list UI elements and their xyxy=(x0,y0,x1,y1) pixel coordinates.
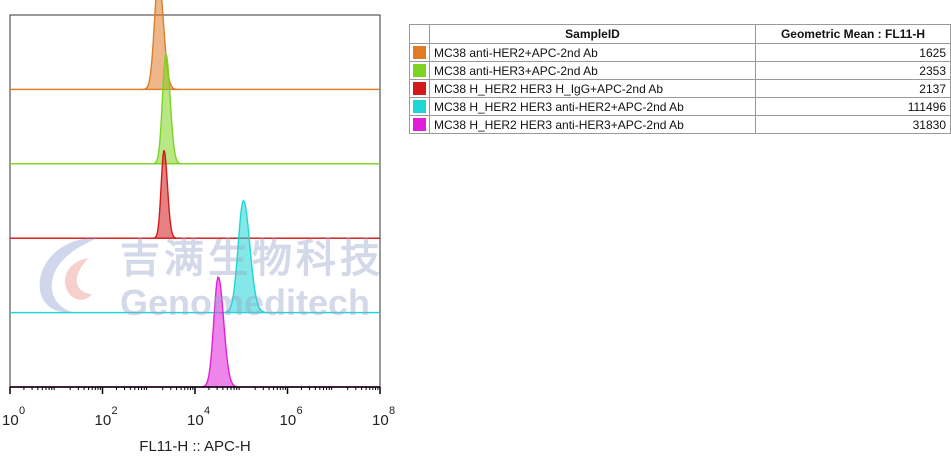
color-swatch xyxy=(409,61,430,80)
x-tick-label: 10 xyxy=(372,412,389,429)
color-swatch xyxy=(409,97,430,116)
x-tick-exponent: 4 xyxy=(204,405,210,417)
table-row: MC38 H_HER2 HER3 anti-HER2+APC-2nd Ab 111… xyxy=(409,97,951,116)
watermark-logo-icon xyxy=(39,237,98,313)
geomean-value: 111496 xyxy=(754,97,951,116)
swatch-header xyxy=(409,24,430,44)
histogram-series xyxy=(10,51,380,165)
sample-name: MC38 anti-HER3+APC-2nd Ab xyxy=(429,61,756,80)
color-swatch xyxy=(409,79,430,98)
geomean-value: 1625 xyxy=(754,43,951,62)
x-tick-label: 10 xyxy=(2,412,19,429)
geomean-header: Geometric Mean : FL11-H xyxy=(754,24,951,44)
color-swatch xyxy=(409,43,430,62)
x-tick-exponent: 8 xyxy=(389,405,395,417)
sampleid-header: SampleID xyxy=(429,24,756,44)
sample-name: MC38 anti-HER2+APC-2nd Ab xyxy=(429,43,756,62)
geomean-value: 31830 xyxy=(754,115,951,134)
x-tick-label: 10 xyxy=(280,412,297,429)
histogram-series xyxy=(10,0,380,91)
x-tick-label: 10 xyxy=(95,412,112,429)
watermark-english: Genomeditech xyxy=(120,282,371,323)
table-row: MC38 anti-HER3+APC-2nd Ab 2353 xyxy=(409,61,951,80)
table-row: MC38 H_HER2 HER3 anti-HER3+APC-2nd Ab 318… xyxy=(409,115,951,134)
sample-legend-table: SampleID Geometric Mean : FL11-H MC38 an… xyxy=(409,24,951,134)
color-swatch xyxy=(409,115,430,134)
x-tick-exponent: 0 xyxy=(19,405,25,417)
x-tick-exponent: 6 xyxy=(297,405,303,417)
sample-name: MC38 H_HER2 HER3 H_IgG+APC-2nd Ab xyxy=(429,79,756,98)
sample-name: MC38 H_HER2 HER3 anti-HER2+APC-2nd Ab xyxy=(429,97,756,116)
geomean-value: 2353 xyxy=(754,61,951,80)
x-axis-label: FL11-H :: APC-H xyxy=(139,438,251,455)
histogram-series xyxy=(10,200,380,314)
x-tick-exponent: 2 xyxy=(112,405,118,417)
geomean-value: 2137 xyxy=(754,79,951,98)
table-header-row: SampleID Geometric Mean : FL11-H xyxy=(409,24,951,44)
watermark-chinese: 吉满生物科技 xyxy=(120,236,384,282)
sample-name: MC38 H_HER2 HER3 anti-HER3+APC-2nd Ab xyxy=(429,115,756,134)
table-row: MC38 anti-HER2+APC-2nd Ab 1625 xyxy=(409,43,951,62)
plot-frame xyxy=(9,14,381,388)
histogram-series xyxy=(10,150,380,239)
table-row: MC38 H_HER2 HER3 H_IgG+APC-2nd Ab 2137 xyxy=(409,79,951,98)
x-tick-label: 10 xyxy=(187,412,204,429)
